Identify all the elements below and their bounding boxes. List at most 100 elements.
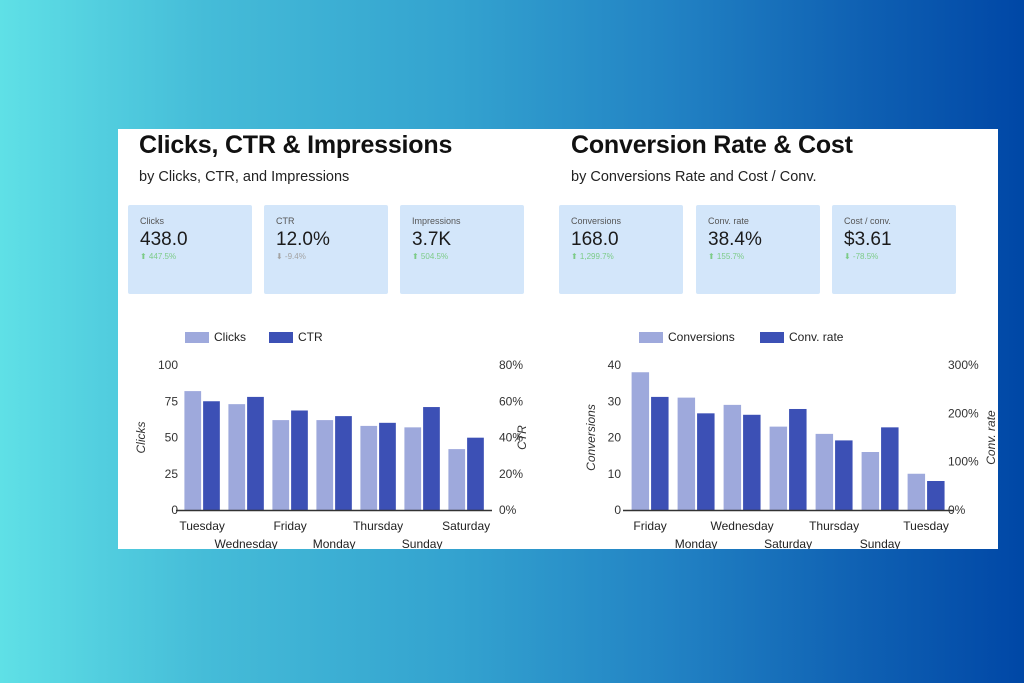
kpi-card-cost-per-conv[interactable]: Cost / conv. $3.61 ⬇ -78.5% bbox=[832, 205, 956, 294]
clicks-ctr-section: Clicks, CTR & Impressions by Clicks, CTR… bbox=[118, 129, 555, 551]
bar-conv-rate-6 bbox=[927, 481, 945, 510]
clicks-ctr-chart[interactable]: Clicks CTR 0 25 50 75 100 0% 20% 40% 60% 80% Clicks C… bbox=[118, 319, 555, 551]
y-tick-left: 75 bbox=[165, 394, 179, 408]
x-tick-label: Monday bbox=[313, 537, 356, 549]
y-tick-right: 60% bbox=[499, 394, 523, 408]
y-tick-right: 40% bbox=[499, 431, 523, 445]
y-tick-left: 100 bbox=[158, 358, 178, 372]
bar-conversions-6 bbox=[907, 473, 926, 510]
bar-ctr-5 bbox=[423, 407, 440, 510]
bar-ctr-2 bbox=[291, 410, 308, 510]
y-tick-left: 20 bbox=[608, 431, 622, 445]
y-tick-right: 100% bbox=[948, 455, 979, 469]
kpi-delta: ⬇ -78.5% bbox=[844, 252, 879, 261]
section-title: Clicks, CTR & Impressions bbox=[139, 131, 453, 159]
kpi-value: $3.61 bbox=[844, 229, 892, 250]
x-tick-label: Wednesday bbox=[711, 519, 774, 533]
legend-swatch-1-1 bbox=[760, 332, 784, 343]
kpi-delta: ⬇ -9.4% bbox=[276, 252, 306, 261]
bar-clicks-3 bbox=[316, 420, 334, 510]
bar-conversions-2 bbox=[723, 404, 742, 510]
section-subtitle: by Conversions Rate and Cost / Conv. bbox=[571, 169, 817, 185]
bar-ctr-1 bbox=[247, 396, 264, 510]
kpi-delta: ⬆ 1,299.7% bbox=[571, 252, 614, 261]
kpi-label: Clicks bbox=[140, 216, 164, 226]
bar-ctr-4 bbox=[379, 422, 396, 510]
bar-conv-rate-3 bbox=[789, 408, 807, 510]
x-tick-label: Friday bbox=[273, 519, 306, 533]
kpi-value: 12.0% bbox=[276, 229, 330, 250]
legend-label: Conv. rate bbox=[789, 330, 844, 344]
bar-conversions-4 bbox=[815, 433, 834, 510]
legend-label: Conversions bbox=[668, 330, 735, 344]
y-tick-right: 80% bbox=[499, 358, 523, 372]
dashboard-panel: Clicks, CTR & Impressions by Clicks, CTR… bbox=[118, 129, 998, 551]
y-axis-label-left: Clicks bbox=[134, 422, 148, 454]
bar-conversions-0 bbox=[631, 372, 650, 510]
legend-swatch-0-0 bbox=[185, 332, 209, 343]
kpi-delta: ⬆ 155.7% bbox=[708, 252, 745, 261]
kpi-card-clicks[interactable]: Clicks 438.0 ⬆ 447.5% bbox=[128, 205, 252, 294]
bar-ctr-6 bbox=[467, 437, 484, 510]
kpi-card-impressions[interactable]: Impressions 3.7K ⬆ 504.5% bbox=[400, 205, 524, 294]
conversion-chart-container: Conversions Conv. rate 0 10 20 30 40 0% 100% 200%… bbox=[555, 319, 998, 551]
y-tick-right: 200% bbox=[948, 406, 979, 420]
kpi-value: 438.0 bbox=[140, 229, 188, 250]
y-axis-label-right: Conv. rate bbox=[984, 410, 998, 465]
kpi-label: CTR bbox=[276, 216, 295, 226]
y-tick-right: 0% bbox=[499, 503, 517, 517]
y-tick-left: 10 bbox=[608, 467, 622, 481]
y-tick-left: 0 bbox=[614, 503, 621, 517]
bar-conversions-5 bbox=[861, 452, 880, 510]
bar-ctr-3 bbox=[335, 416, 352, 510]
y-tick-left: 50 bbox=[165, 431, 179, 445]
kpi-label: Conv. rate bbox=[708, 216, 749, 226]
x-tick-label: Thursday bbox=[809, 519, 859, 533]
bar-conv-rate-4 bbox=[835, 440, 853, 510]
bar-clicks-0 bbox=[184, 391, 202, 510]
x-tick-label: Thursday bbox=[353, 519, 403, 533]
bar-clicks-5 bbox=[404, 427, 422, 510]
y-tick-right: 20% bbox=[499, 467, 523, 481]
section-title: Conversion Rate & Cost bbox=[571, 131, 853, 159]
x-tick-label: Sunday bbox=[860, 537, 901, 549]
y-axis-label-right: CTR bbox=[515, 425, 529, 450]
bar-conversions-3 bbox=[769, 426, 788, 510]
bar-clicks-4 bbox=[360, 425, 378, 510]
kpi-label: Impressions bbox=[412, 216, 461, 226]
kpi-card-ctr[interactable]: CTR 12.0% ⬇ -9.4% bbox=[264, 205, 388, 294]
bar-clicks-2 bbox=[272, 420, 290, 510]
x-tick-label: Tuesday bbox=[179, 519, 225, 533]
kpi-label: Conversions bbox=[571, 216, 622, 226]
kpi-value: 3.7K bbox=[412, 229, 452, 250]
kpi-label: Cost / conv. bbox=[844, 216, 891, 226]
y-tick-left: 30 bbox=[608, 394, 622, 408]
kpi-card-conversions[interactable]: Conversions 168.0 ⬆ 1,299.7% bbox=[559, 205, 683, 294]
conversion-section: Conversion Rate & Cost by Conversions Ra… bbox=[555, 129, 998, 551]
y-tick-left: 40 bbox=[608, 358, 622, 372]
kpi-value: 168.0 bbox=[571, 229, 619, 250]
legend-label: CTR bbox=[298, 330, 323, 344]
legend-swatch-0-1 bbox=[269, 332, 293, 343]
kpi-delta: ⬆ 504.5% bbox=[412, 252, 449, 261]
legend-swatch-1-0 bbox=[639, 332, 663, 343]
bar-conversions-1 bbox=[677, 397, 696, 510]
x-tick-label: Saturday bbox=[764, 537, 812, 549]
y-axis-label-left: Conversions bbox=[584, 404, 598, 471]
kpi-card-conv-rate[interactable]: Conv. rate 38.4% ⬆ 155.7% bbox=[696, 205, 820, 294]
bar-clicks-6 bbox=[448, 449, 466, 510]
conversion-chart[interactable]: Conversions Conv. rate 0 10 20 30 40 0% 100% 200%… bbox=[555, 319, 998, 551]
legend-label: Clicks bbox=[214, 330, 246, 344]
x-tick-label: Saturday bbox=[442, 519, 490, 533]
y-tick-left: 0 bbox=[171, 503, 178, 517]
x-tick-label: Wednesday bbox=[215, 537, 278, 549]
bar-ctr-0 bbox=[203, 401, 220, 510]
x-tick-label: Sunday bbox=[402, 537, 443, 549]
kpi-delta: ⬆ 447.5% bbox=[140, 252, 177, 261]
bar-clicks-1 bbox=[228, 404, 246, 510]
y-tick-left: 25 bbox=[165, 467, 179, 481]
x-tick-label: Tuesday bbox=[903, 519, 949, 533]
bar-conv-rate-0 bbox=[651, 396, 669, 510]
x-tick-label: Monday bbox=[675, 537, 718, 549]
bar-conv-rate-5 bbox=[881, 427, 899, 510]
